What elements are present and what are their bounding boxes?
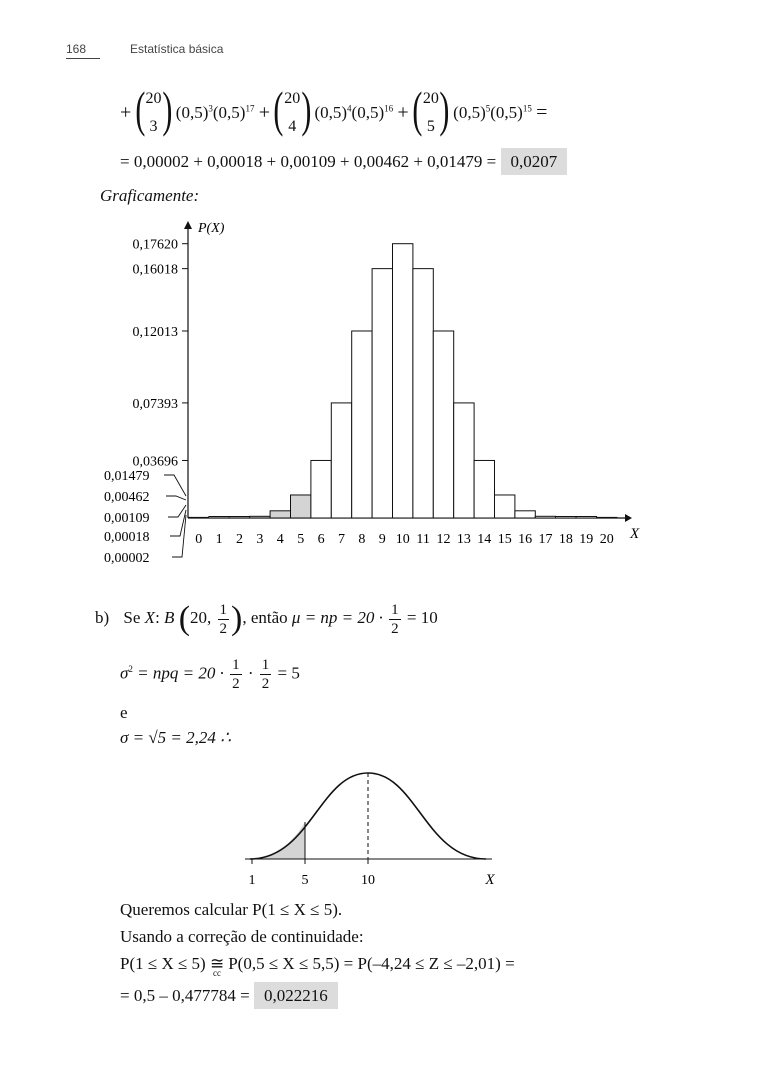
bar bbox=[432, 330, 455, 519]
part-b-line-1: b) Se X: B (20, 1 2), então μ = np = 20 ·… bbox=[95, 600, 438, 637]
bar bbox=[453, 402, 475, 519]
bar bbox=[290, 494, 312, 519]
part-b-line-3: σ = √5 = 2,24 ∴ bbox=[120, 728, 231, 747]
leader-line bbox=[168, 504, 187, 518]
x-tick-label: 4 bbox=[277, 532, 284, 547]
x-tick-label: 8 bbox=[358, 532, 365, 547]
x-tick-label: 14 bbox=[477, 532, 491, 547]
small-value-label: 0,01479 bbox=[104, 469, 150, 484]
bar bbox=[494, 494, 516, 519]
running-title: Estatística básica bbox=[130, 42, 224, 56]
binomial-coefficient: (20 4) bbox=[273, 81, 311, 137]
x-tick-label: 0 bbox=[195, 532, 202, 547]
x-tick-label: 12 bbox=[437, 532, 451, 547]
x-axis-arrow bbox=[625, 514, 632, 522]
x-tick-label: 7 bbox=[338, 532, 345, 547]
sum-expression: = 0,00002 + 0,00018 + 0,00109 + 0,00462 … bbox=[120, 152, 497, 171]
small-value-label: 0,00018 bbox=[104, 530, 150, 545]
y-tick-label: 0,03696 bbox=[133, 454, 179, 469]
conclusion-line-1: Queremos calcular P(1 ≤ X ≤ 5). bbox=[120, 900, 343, 919]
x-tick-label: 3 bbox=[256, 532, 263, 547]
x-tick-label: 15 bbox=[498, 532, 512, 547]
y-tick-label: 0,07393 bbox=[133, 397, 179, 412]
bar bbox=[228, 516, 251, 519]
bar bbox=[269, 510, 292, 519]
x-axis-label: X bbox=[484, 872, 495, 888]
x-tick-label: 16 bbox=[518, 532, 532, 547]
leader-line bbox=[170, 509, 187, 537]
y-axis-label: P(X) bbox=[197, 221, 225, 236]
x-tick-label: 2 bbox=[236, 532, 243, 547]
bar bbox=[249, 515, 271, 519]
y-tick-label: 0,12013 bbox=[133, 325, 179, 340]
bar bbox=[473, 459, 496, 519]
bar bbox=[555, 516, 577, 519]
tick-label: 5 bbox=[302, 873, 309, 888]
conclusion-line-3: P(1 ≤ X ≤ 5) ≅ cc P(0,5 ≤ X ≤ 5,5) = P(–… bbox=[120, 954, 515, 978]
bar bbox=[310, 459, 332, 519]
x-tick-label: 6 bbox=[318, 532, 325, 547]
word-e: e bbox=[120, 703, 128, 722]
y-tick-label: 0,17620 bbox=[133, 238, 179, 253]
graph-caption: Graficamente: bbox=[100, 186, 200, 205]
bar bbox=[208, 516, 230, 519]
bar bbox=[392, 243, 414, 519]
binomial-terms-line: + (20 3) (0,5)3(0,5)17 + (20 4) (0,5)4(0,5… bbox=[120, 81, 548, 137]
x-tick-label: 20 bbox=[600, 532, 614, 547]
bar bbox=[596, 516, 618, 519]
x-tick-label: 11 bbox=[416, 532, 429, 547]
conclusion-line-4: = 0,5 – 0,477784 = 0,022216 bbox=[120, 982, 338, 1009]
leader-line bbox=[166, 495, 187, 501]
binomial-coefficient: (20 3) bbox=[134, 81, 173, 137]
bar bbox=[412, 268, 434, 519]
small-value-label: 0,00462 bbox=[104, 490, 150, 505]
binomial-coefficient: (20 5) bbox=[412, 81, 450, 137]
normal-curve: 1 5 10 X bbox=[245, 772, 495, 888]
y-tick-label: 0,16018 bbox=[133, 263, 179, 278]
bar bbox=[188, 516, 210, 519]
page-number: 168 bbox=[66, 42, 100, 59]
final-result: 0,022216 bbox=[253, 982, 338, 1009]
x-tick-label: 13 bbox=[457, 532, 471, 547]
conclusion-line-2: Usando a correção de continuidade: bbox=[120, 927, 364, 946]
bar bbox=[575, 516, 597, 519]
binomial-histogram: P(X)X 0 1 2 3 4 5 6 7 8 9 10 11 12 13 14 15 16 17 18 19 200,… bbox=[104, 221, 640, 566]
x-tick-label: 18 bbox=[559, 532, 573, 547]
tick-label: 10 bbox=[361, 873, 375, 888]
small-value-label: 0,00109 bbox=[104, 511, 150, 526]
x-tick-label: 9 bbox=[379, 532, 386, 547]
sum-line: = 0,00002 + 0,00018 + 0,00109 + 0,00462 … bbox=[120, 148, 568, 175]
bar bbox=[534, 515, 557, 519]
shaded-area bbox=[250, 822, 305, 859]
small-value-label: 0,00002 bbox=[104, 551, 150, 566]
bar bbox=[514, 510, 536, 519]
x-tick-label: 10 bbox=[396, 532, 410, 547]
bar bbox=[351, 330, 373, 519]
y-axis-arrow bbox=[184, 221, 192, 229]
x-axis-label: X bbox=[629, 526, 640, 542]
x-tick-label: 19 bbox=[579, 532, 593, 547]
x-tick-label: 17 bbox=[539, 532, 553, 547]
x-tick-label: 5 bbox=[297, 532, 304, 547]
bar bbox=[371, 268, 394, 519]
page-header: 168 Estatística básica bbox=[66, 42, 223, 59]
sum-result: 0,0207 bbox=[500, 148, 568, 175]
tick-label: 1 bbox=[249, 873, 256, 888]
leader-line bbox=[172, 514, 187, 558]
x-tick-label: 1 bbox=[216, 532, 223, 547]
part-b-label: b) bbox=[95, 607, 110, 627]
bar bbox=[330, 402, 353, 519]
leader-line bbox=[164, 474, 187, 497]
